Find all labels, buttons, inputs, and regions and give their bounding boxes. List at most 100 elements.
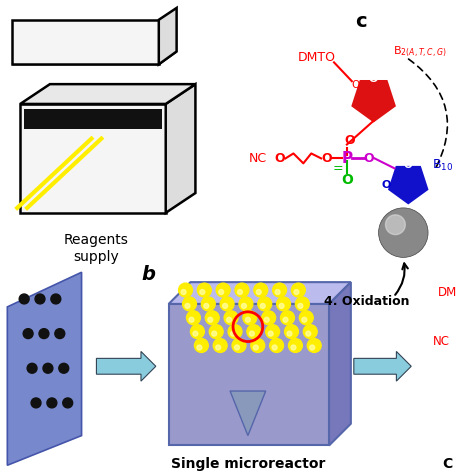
Circle shape	[303, 325, 317, 338]
Text: b: b	[142, 265, 156, 284]
Text: NC: NC	[249, 152, 267, 165]
Circle shape	[385, 215, 405, 235]
Circle shape	[31, 398, 41, 408]
Circle shape	[264, 317, 269, 322]
Polygon shape	[7, 272, 82, 465]
Circle shape	[47, 398, 57, 408]
Circle shape	[279, 303, 284, 309]
Circle shape	[241, 303, 246, 309]
Circle shape	[243, 311, 257, 325]
Polygon shape	[353, 82, 394, 121]
Circle shape	[262, 311, 275, 325]
Text: O: O	[382, 180, 391, 190]
Polygon shape	[354, 351, 411, 381]
Circle shape	[224, 311, 238, 325]
Circle shape	[235, 283, 249, 297]
Polygon shape	[96, 351, 156, 381]
Polygon shape	[159, 8, 177, 64]
Polygon shape	[24, 109, 162, 129]
Circle shape	[275, 290, 280, 294]
Circle shape	[181, 290, 186, 294]
Circle shape	[307, 338, 321, 353]
Circle shape	[63, 398, 73, 408]
Circle shape	[35, 294, 45, 304]
Circle shape	[230, 331, 236, 336]
Text: DM: DM	[438, 285, 457, 299]
Circle shape	[51, 294, 61, 304]
Text: DMTO: DMTO	[297, 51, 336, 64]
Circle shape	[232, 338, 246, 353]
Circle shape	[237, 290, 242, 294]
Circle shape	[294, 290, 299, 294]
Circle shape	[273, 283, 286, 297]
Circle shape	[254, 283, 268, 297]
Polygon shape	[20, 104, 166, 213]
Text: O: O	[322, 152, 332, 165]
Text: Reagents
supply: Reagents supply	[64, 233, 129, 264]
Circle shape	[220, 297, 234, 311]
Text: O: O	[352, 80, 360, 90]
Circle shape	[23, 328, 33, 338]
Circle shape	[266, 325, 280, 338]
Circle shape	[235, 345, 239, 350]
Circle shape	[228, 325, 242, 338]
Circle shape	[216, 345, 221, 350]
Polygon shape	[169, 282, 351, 304]
Circle shape	[19, 294, 29, 304]
Circle shape	[291, 345, 296, 350]
Polygon shape	[20, 84, 195, 104]
Circle shape	[289, 338, 302, 353]
Circle shape	[295, 297, 309, 311]
Circle shape	[249, 331, 255, 336]
Circle shape	[268, 331, 273, 336]
Circle shape	[179, 283, 192, 297]
Polygon shape	[329, 282, 351, 446]
Circle shape	[247, 325, 261, 338]
Circle shape	[193, 331, 198, 336]
Text: O: O	[341, 173, 353, 187]
Text: NC: NC	[433, 335, 450, 348]
Circle shape	[194, 338, 208, 353]
Circle shape	[379, 208, 428, 257]
Polygon shape	[390, 167, 427, 203]
Polygon shape	[230, 391, 266, 436]
Text: C: C	[443, 457, 453, 471]
Circle shape	[253, 345, 258, 350]
Circle shape	[201, 297, 215, 311]
Circle shape	[246, 317, 250, 322]
Circle shape	[292, 283, 305, 297]
Circle shape	[219, 290, 224, 294]
Text: O: O	[404, 160, 413, 170]
Text: O: O	[274, 152, 285, 165]
Circle shape	[283, 317, 288, 322]
Text: B$_{10}$: B$_{10}$	[432, 158, 453, 173]
Circle shape	[260, 303, 265, 309]
Circle shape	[210, 325, 223, 338]
Polygon shape	[166, 84, 195, 213]
Circle shape	[306, 331, 311, 336]
Circle shape	[272, 345, 277, 350]
Circle shape	[212, 331, 217, 336]
Circle shape	[281, 311, 294, 325]
Text: =: =	[333, 162, 343, 175]
Circle shape	[302, 317, 307, 322]
Circle shape	[270, 338, 283, 353]
Polygon shape	[169, 304, 329, 446]
Circle shape	[204, 303, 209, 309]
Circle shape	[185, 303, 190, 309]
Circle shape	[277, 297, 291, 311]
Circle shape	[300, 311, 313, 325]
Circle shape	[186, 311, 201, 325]
Circle shape	[43, 363, 53, 373]
Circle shape	[227, 317, 232, 322]
Circle shape	[59, 363, 69, 373]
Text: O: O	[369, 74, 378, 84]
Circle shape	[39, 328, 49, 338]
Circle shape	[27, 363, 37, 373]
Circle shape	[284, 325, 298, 338]
Circle shape	[191, 325, 204, 338]
Circle shape	[287, 331, 292, 336]
Circle shape	[205, 311, 219, 325]
Text: O: O	[345, 134, 355, 147]
Circle shape	[200, 290, 205, 294]
